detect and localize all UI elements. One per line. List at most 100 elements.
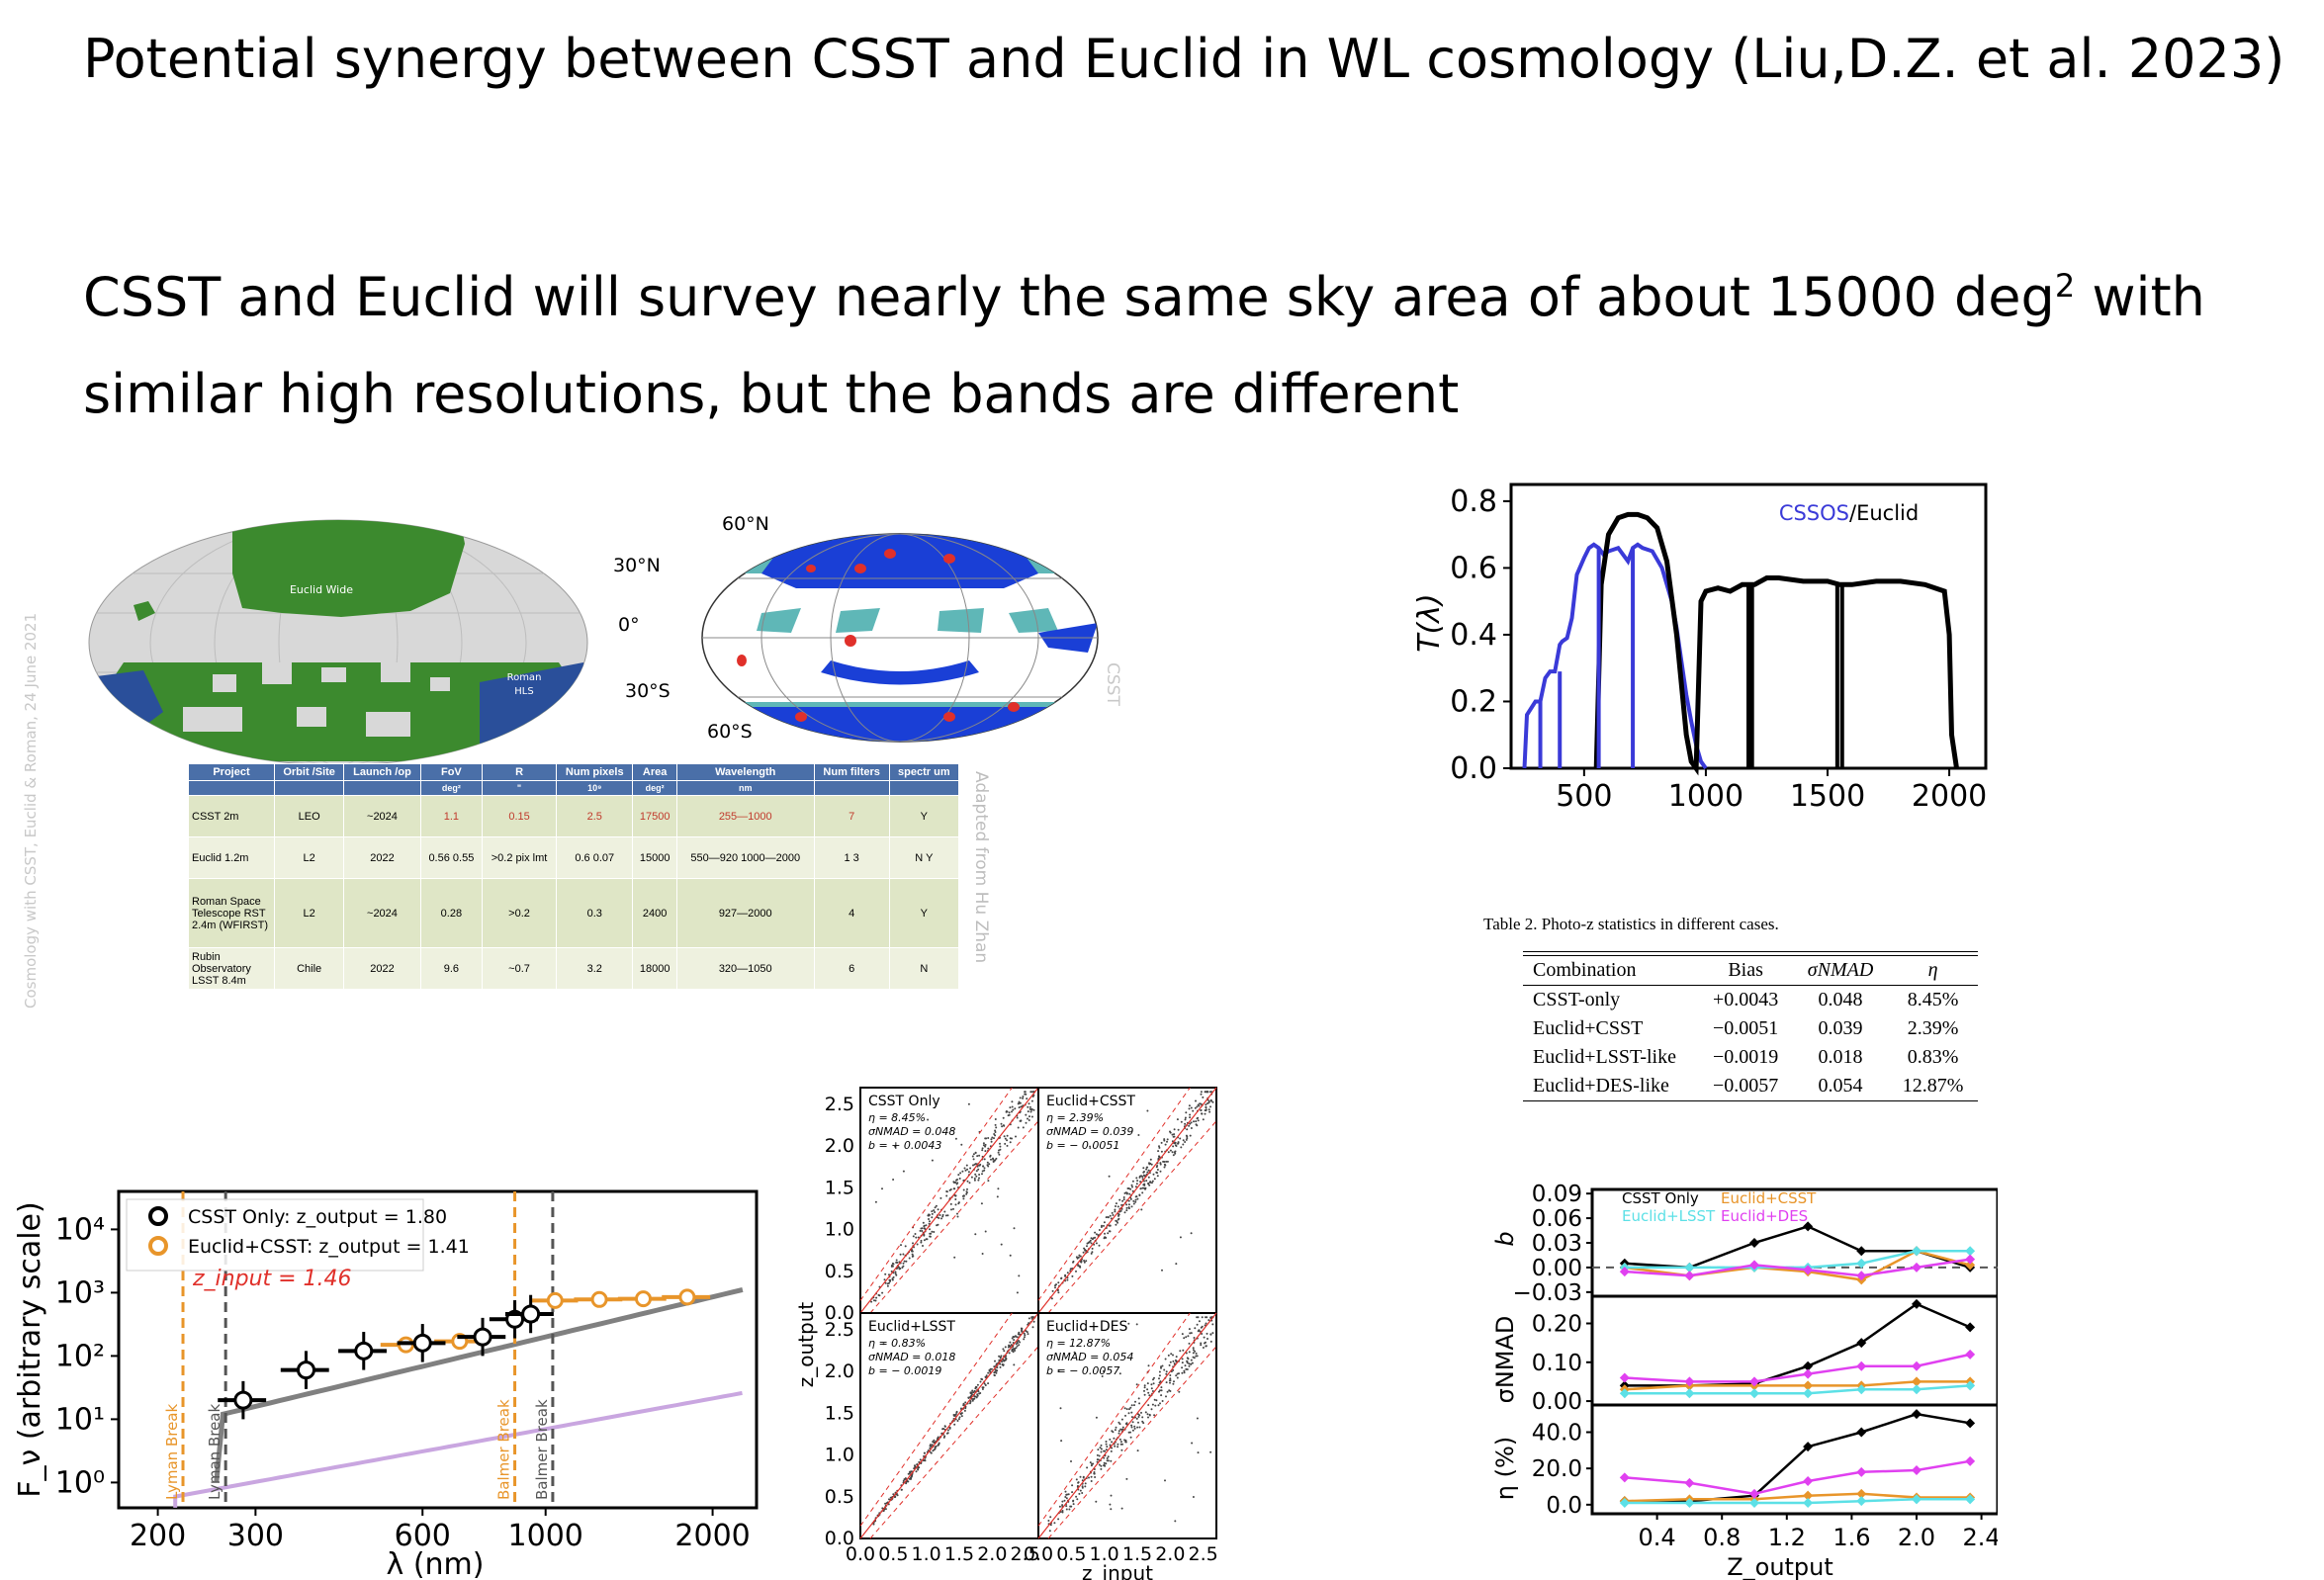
zz-point [952,1187,955,1190]
stat-cell: Euclid+CSST [1533,1017,1644,1039]
zz-ytick-label: 0.5 [825,1261,854,1282]
zz-point [1168,1379,1171,1382]
zz-point [1136,1426,1139,1429]
svz-series-marker [1965,1260,1976,1271]
zz-point [1016,1291,1019,1294]
proj-unit-9 [888,780,960,796]
zz-point [1147,1169,1150,1172]
zz-point [878,1294,881,1297]
proj-cell: 7 [813,795,890,837]
svz-series-marker [1803,1368,1814,1379]
zz-point [1177,1142,1179,1145]
zz-panel-stat: η = 2.39% [1046,1111,1104,1124]
zz-point [1196,1105,1199,1108]
zz-point [1019,1119,1022,1122]
sed-legend-csst: CSST Only: z_output = 1.80 [188,1206,447,1228]
zz-point [1148,1394,1151,1397]
zz-point [956,1212,958,1215]
zz-point [929,1220,931,1223]
zz-point [1028,1102,1030,1105]
zz-ytick-label: 0.0 [825,1302,854,1324]
zz-point [991,1136,994,1139]
zz-point [1197,1119,1200,1122]
zz-point [1134,1400,1136,1403]
zz-point [943,1425,946,1428]
zz-point [975,1175,978,1178]
svz-series-marker [1749,1260,1759,1271]
zz-point [1014,1107,1017,1110]
zz-ytick-label: 2.5 [825,1319,854,1341]
zz-point [1146,1382,1149,1385]
zz-point [1146,1171,1149,1174]
zz-point [993,1137,995,1140]
sed-csst-point [233,1390,253,1410]
zz-point [914,1233,917,1235]
zz-point [1192,1352,1195,1355]
stat-cell: 8.45% [1907,989,1959,1010]
zz-point [1174,1144,1177,1147]
zz-point [895,1261,898,1264]
zz-point [994,1368,997,1371]
legend-euclid: /Euclid [1849,501,1919,525]
svz-ytick-label: −0.03 [1513,1280,1582,1306]
zz-point [995,1126,998,1129]
proj-cell: 1 3 [813,836,890,879]
zz-point [895,1259,898,1262]
zz-point [873,1299,875,1302]
zz-point [909,1470,912,1473]
zz-point [1209,1450,1212,1453]
zz-point [999,1142,1001,1145]
zz-point [1131,1180,1134,1183]
proj-cell: Y [888,878,960,948]
zz-point [912,1255,915,1258]
zz-point [1156,1165,1159,1167]
zz-point [1100,1464,1103,1467]
zz-point [979,1380,982,1383]
zz-point [984,1145,987,1148]
svz-series-line [1624,1225,1971,1270]
zz-point [922,1245,924,1247]
zz-point [1083,1261,1086,1264]
zz-point [1184,1141,1187,1143]
zz-point [1007,1346,1010,1349]
lat-60n: 60°N [722,514,769,535]
zz-point [963,1167,966,1170]
zz-point [997,1187,1000,1190]
trans-ytick-label: 0.4 [1450,618,1497,653]
stat-table-wrapper: Combination Bias σNMAD η CSST-only +0.0043 0.… [1523,951,1978,1101]
zz-point [1119,1443,1122,1446]
zz-point [1167,1354,1170,1357]
sed-ytick-label: 10² [55,1339,105,1373]
proj-cell: >0.2 pix lmt [482,836,558,879]
proj-cell: 0.56 0.55 [419,836,484,879]
zz-point [1124,1414,1126,1417]
proj-cell: 2400 [632,878,677,948]
zz-point [1057,1291,1060,1294]
zz-point [1125,1203,1128,1206]
zz-point [1118,1372,1121,1375]
zz-point [1070,1460,1072,1462]
zz-point [939,1196,942,1199]
svz-xtick-label: 1.2 [1768,1524,1806,1551]
zz-point [1083,1247,1086,1250]
zz-point [1002,1348,1005,1351]
zz-point [924,1459,927,1462]
zz-point [1093,1471,1096,1473]
zz-point [994,1360,996,1362]
zz-point [1158,1390,1160,1393]
zz-point [1095,1233,1098,1236]
zz-point [1030,1115,1033,1118]
zz-point [974,1152,977,1154]
zz-point [1148,1162,1150,1165]
zz-point [1159,1389,1161,1392]
zz-point [1024,1334,1027,1337]
zz-point [891,1265,894,1268]
zz-point [998,1153,1001,1156]
zz-point [1088,1476,1090,1479]
zz-point [1097,1458,1100,1461]
zz-point [960,1143,963,1146]
svz-xtick-label: 0.4 [1639,1524,1676,1551]
svz-series-marker [1619,1388,1630,1399]
proj-header-9: spectr um [888,763,960,781]
zz-point [1182,1139,1185,1142]
